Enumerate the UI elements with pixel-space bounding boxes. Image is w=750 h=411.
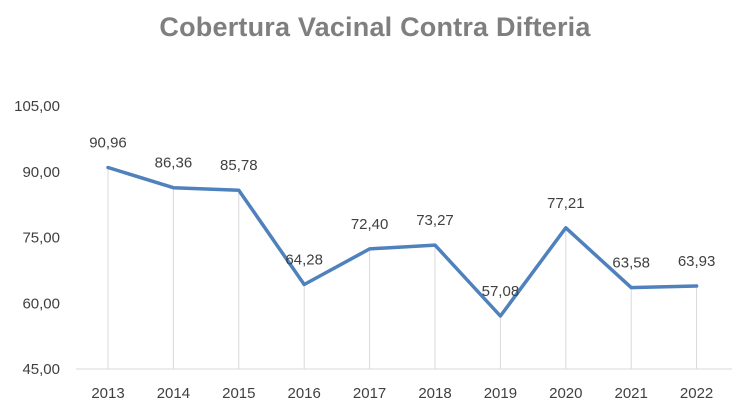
x-tick-label: 2016 (288, 385, 321, 402)
data-label: 86,36 (155, 155, 193, 172)
x-tick-label: 2022 (680, 385, 713, 402)
x-axis: 2013 2014 2015 2016 2017 2018 2019 2020 2021 2022 (76, 368, 732, 402)
x-tick-label: 2018 (418, 385, 451, 402)
y-tick-label: 90,00 (22, 164, 60, 181)
x-tick-label: 2017 (353, 385, 386, 402)
data-point (237, 188, 241, 192)
chart-title: Cobertura Vacinal Contra Difteria (159, 12, 591, 42)
data-point (368, 247, 372, 251)
data-label: 72,40 (351, 216, 389, 233)
data-label: 73,27 (416, 212, 454, 229)
data-point (564, 226, 568, 230)
data-point (695, 284, 699, 288)
data-label: 77,21 (547, 195, 585, 212)
data-label: 90,96 (89, 135, 127, 152)
series-line (106, 165, 699, 318)
data-label: 85,78 (220, 157, 258, 174)
y-tick-label: 75,00 (22, 230, 60, 247)
data-label: 63,58 (612, 255, 650, 272)
data-point (629, 286, 633, 290)
data-label: 64,28 (285, 251, 323, 268)
gridlines (107, 167, 698, 369)
series-line-layer (106, 165, 699, 318)
x-tick-label: 2021 (615, 385, 648, 402)
data-point (302, 282, 306, 286)
y-tick-label: 45,00 (22, 361, 60, 378)
data-point (433, 243, 437, 247)
data-point (498, 314, 502, 318)
x-tick-label: 2019 (484, 385, 517, 402)
data-labels: 90,96 86,36 85,78 64,28 72,40 73,27 57,08 77,21… (89, 135, 715, 301)
x-tick-label: 2014 (157, 385, 190, 402)
x-tick-label: 2013 (91, 385, 124, 402)
y-axis: 45,00 60,00 75,00 90,00 105,00 (14, 98, 60, 378)
data-label: 57,08 (482, 283, 520, 300)
y-tick-label: 105,00 (14, 98, 60, 115)
data-point (106, 166, 110, 170)
x-tick-label: 2015 (222, 385, 255, 402)
data-label: 63,93 (678, 253, 716, 270)
x-tick-label: 2020 (549, 385, 582, 402)
data-point (171, 186, 175, 190)
y-tick-label: 60,00 (22, 295, 60, 312)
